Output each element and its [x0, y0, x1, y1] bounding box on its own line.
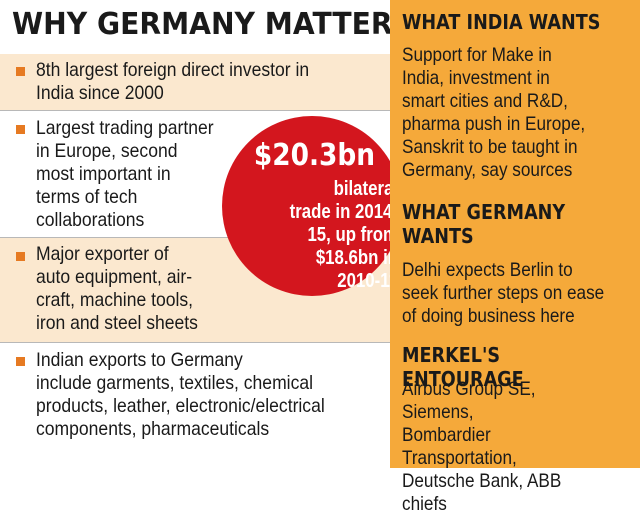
callout-text: bilateral trade in 2014- 15, up from $18…: [289, 178, 398, 292]
callout-amount: $20.3bn: [253, 138, 376, 173]
section-heading-india: WHAT INDIA WANTS: [402, 10, 601, 34]
point-row-4: Indian exports to Germany include garmen…: [0, 343, 390, 468]
square-bullet-icon: [16, 252, 25, 261]
point-text-3: Major exporter of auto equipment, air- c…: [36, 243, 198, 334]
section-heading-entourage: MERKEL'S ENTOURAGE: [402, 343, 524, 391]
callout-circle: [222, 116, 402, 296]
square-bullet-icon: [16, 125, 25, 134]
point-row-1: 8th largest foreign direct investor in I…: [0, 54, 390, 110]
section-body-india: Support for Make in India, investment in…: [402, 44, 586, 181]
point-text-1: 8th largest foreign direct investor in I…: [36, 59, 310, 104]
divider: [0, 110, 390, 111]
divider: [0, 237, 390, 238]
divider: [0, 342, 390, 343]
infographic-title: WHY GERMANY MATTERS: [12, 7, 413, 42]
section-heading-germany: WHAT GERMANY WANTS: [402, 200, 566, 248]
section-body-germany: Delhi expects Berlin to seek further ste…: [402, 259, 605, 327]
right-panel: WHAT INDIA WANTS Support for Make in Ind…: [390, 0, 640, 515]
point-text-4: Indian exports to Germany include garmen…: [36, 349, 325, 440]
square-bullet-icon: [16, 357, 25, 366]
section-body-entourage: Airbus Group SE, Siemens, Bombardier Tra…: [402, 378, 562, 515]
square-bullet-icon: [16, 67, 25, 76]
point-text-2: Largest trading partner in Europe, secon…: [36, 117, 214, 231]
point-row-2: Largest trading partner in Europe, secon…: [0, 111, 390, 237]
